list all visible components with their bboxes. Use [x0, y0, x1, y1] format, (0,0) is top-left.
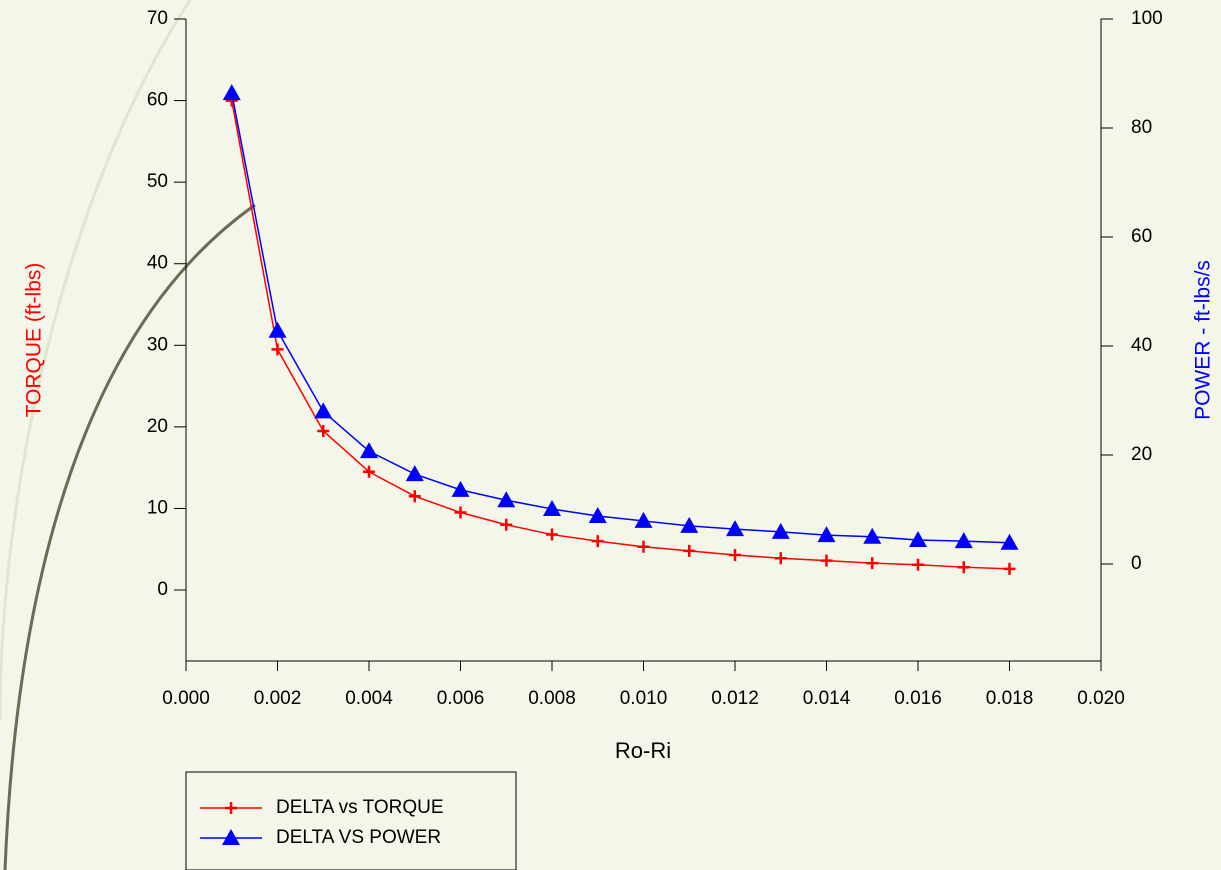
point [588, 507, 607, 524]
y2-tick-label: 100 [1131, 8, 1163, 29]
point [408, 490, 421, 503]
point [680, 516, 699, 533]
x-tick-label: 0.020 [1077, 688, 1125, 709]
x-tick-label: 0.008 [528, 688, 576, 709]
point [543, 499, 561, 516]
point [546, 528, 558, 541]
y2-tick-label: 0 [1131, 553, 1142, 574]
point [271, 343, 284, 356]
point [912, 558, 924, 571]
x-tick-label: 0.000 [162, 688, 210, 709]
legend-box [185, 771, 517, 870]
y2-tick-label: 40 [1131, 335, 1152, 356]
point [820, 554, 833, 567]
y-tick-label: 0 [157, 579, 168, 600]
x-tick-label: 0.010 [620, 688, 668, 709]
point [454, 506, 467, 519]
decor-arc [3, 203, 256, 870]
point [1003, 562, 1016, 575]
y2-tick-label: 80 [1131, 117, 1152, 138]
y-tick-label: 70 [147, 8, 168, 29]
y-axis-title: TORQUE (ft-lbs) [23, 263, 46, 418]
y2-axis-title: POWER - ft-lbs/s [1192, 260, 1215, 420]
point [451, 480, 470, 497]
point [726, 520, 744, 537]
point [957, 561, 970, 574]
x-tick-label: 0.002 [254, 688, 302, 709]
x-tick-label: 0.004 [345, 688, 393, 709]
legend-marker [225, 802, 237, 814]
x-tick-label: 0.016 [894, 688, 942, 709]
point [637, 540, 650, 553]
point [268, 321, 287, 338]
point [774, 552, 787, 565]
point [222, 84, 241, 101]
point [954, 532, 973, 549]
series-line [231, 92, 1010, 544]
point [405, 465, 424, 482]
point [500, 518, 513, 531]
point [497, 491, 516, 508]
legend-label: DELTA VS POWER [276, 827, 441, 848]
point [591, 535, 604, 548]
point [729, 548, 741, 561]
point [1000, 533, 1019, 550]
y-tick-label: 30 [147, 334, 168, 355]
point [863, 527, 882, 544]
point [866, 557, 879, 570]
series-line [231, 100, 1010, 570]
point [317, 424, 330, 437]
y-tick-label: 20 [147, 416, 168, 437]
x-tick-label: 0.012 [711, 688, 759, 709]
legend-marker [222, 829, 240, 845]
point [771, 522, 790, 539]
y-tick-label: 50 [147, 171, 168, 192]
legend-label: DELTA vs TORQUE [276, 797, 444, 818]
point [360, 442, 378, 459]
y2-tick-label: 20 [1131, 444, 1152, 465]
point [314, 402, 333, 419]
x-tick-label: 0.018 [986, 688, 1034, 709]
point [363, 465, 375, 478]
y-tick-label: 60 [147, 90, 168, 111]
point [634, 511, 653, 528]
y-tick-label: 10 [147, 497, 168, 518]
y2-tick-label: 60 [1131, 226, 1152, 247]
point [817, 526, 836, 543]
x-axis-title: Ro-Ri [615, 738, 671, 763]
y-tick-label: 40 [147, 253, 168, 274]
x-tick-label: 0.006 [437, 688, 485, 709]
decor-arc [0, 0, 192, 721]
point [683, 544, 696, 557]
x-tick-label: 0.014 [803, 688, 851, 709]
point [909, 531, 927, 548]
